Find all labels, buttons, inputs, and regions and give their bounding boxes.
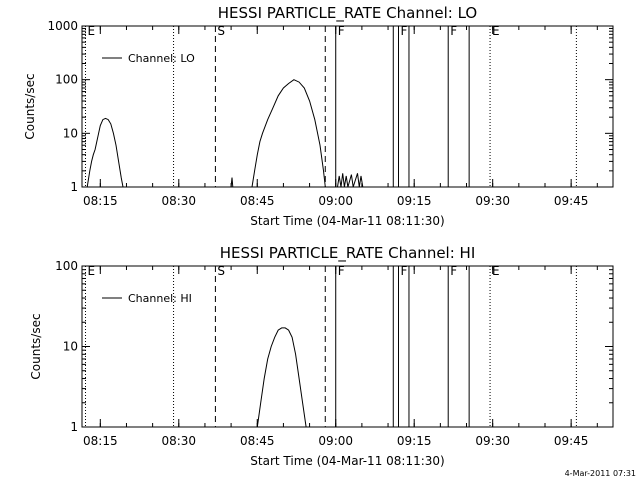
panel-hi: HESSI PARTICLE_RATE Channel: HI 08:15 08:3… xyxy=(29,244,614,468)
flag-label: S xyxy=(217,24,225,38)
flag-label: F xyxy=(338,24,345,38)
legend-entry: Channel: HI xyxy=(128,292,192,305)
x-tick-label: 09:15 xyxy=(397,194,432,208)
y-tick-label: 1 xyxy=(70,420,78,434)
x-tick-label: 08:30 xyxy=(161,194,196,208)
y-tick-label: 100 xyxy=(55,73,78,87)
plot-frame xyxy=(81,25,614,188)
x-tick-label: 09:45 xyxy=(554,194,589,208)
y-tick-label: 100 xyxy=(55,259,78,273)
series-line-segment xyxy=(337,173,364,188)
panel-lo: HESSI PARTICLE_RATE Channel: LO 08:15 08:3… xyxy=(23,4,614,228)
series-line-segment xyxy=(86,117,124,188)
x-tick-label: 09:30 xyxy=(475,194,510,208)
x-tick-label: 09:00 xyxy=(318,194,353,208)
flag-label: F xyxy=(450,264,457,278)
x-axis-label: Start Time (04-Mar-11 08:11:30) xyxy=(250,454,444,468)
plot-frame xyxy=(81,265,614,428)
x-tick-label: 08:30 xyxy=(161,434,196,448)
x-tick-label: 09:00 xyxy=(318,434,353,448)
series-line-segment xyxy=(256,327,307,428)
y-axis-label: Counts/sec xyxy=(29,313,43,379)
x-tick-label: 09:30 xyxy=(475,434,510,448)
x-tick-label: 08:15 xyxy=(83,434,118,448)
series-line-segment xyxy=(230,177,234,188)
y-tick-label: 10 xyxy=(63,340,78,354)
flag-label: E xyxy=(492,24,500,38)
flag-label: E xyxy=(492,264,500,278)
flag-label: F xyxy=(401,264,408,278)
y-tick-label: 1000 xyxy=(47,19,78,33)
flag-label: E xyxy=(87,24,95,38)
chart-title: HESSI PARTICLE_RATE Channel: HI xyxy=(220,244,476,263)
flag-label: F xyxy=(338,264,345,278)
x-tick-label: 09:45 xyxy=(554,434,589,448)
flag-label: F xyxy=(401,24,408,38)
flag-label: F xyxy=(450,24,457,38)
y-axis-label: Counts/sec xyxy=(23,73,37,139)
x-tick-label: 08:45 xyxy=(240,434,275,448)
flag-label: S xyxy=(217,264,225,278)
footer-timestamp: 4-Mar-2011 07:31 xyxy=(565,469,636,478)
flag-label: E xyxy=(87,264,95,278)
x-axis-label: Start Time (04-Mar-11 08:11:30) xyxy=(250,214,444,228)
y-tick-label: 1 xyxy=(70,180,78,194)
y-tick-label: 10 xyxy=(63,126,78,140)
x-tick-label: 08:15 xyxy=(83,194,118,208)
series-line-segment xyxy=(251,79,326,188)
chart-title: HESSI PARTICLE_RATE Channel: LO xyxy=(218,4,477,23)
legend-entry: Channel: LO xyxy=(128,52,195,65)
x-tick-label: 09:15 xyxy=(397,434,432,448)
x-tick-label: 08:45 xyxy=(240,194,275,208)
